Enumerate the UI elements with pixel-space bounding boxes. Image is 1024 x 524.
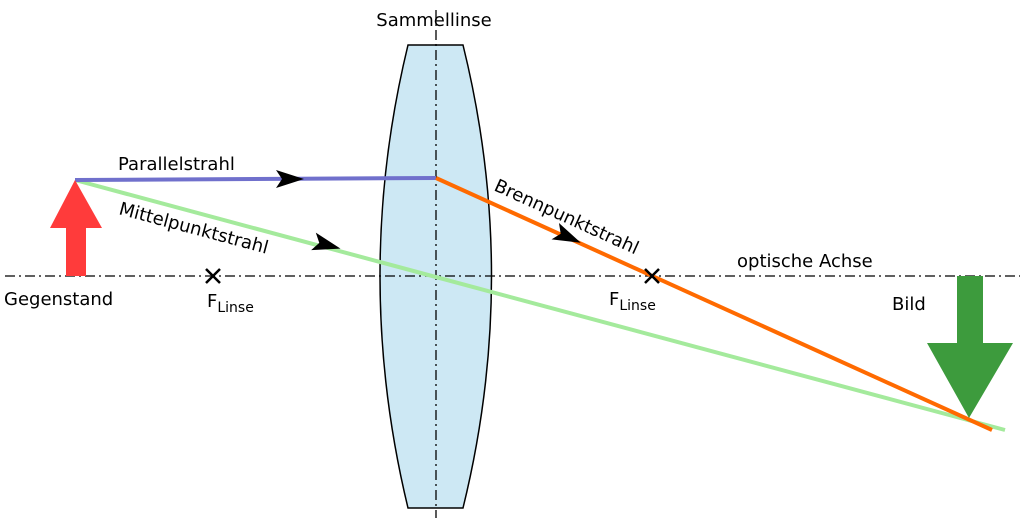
focal-symbol: F (207, 291, 217, 312)
image-arrow (927, 276, 1013, 418)
ray-arrowhead (311, 232, 341, 251)
focal-subscript: Linse (619, 298, 655, 314)
ray-label: Parallelstrahl (118, 154, 235, 175)
focal-point-marker (205, 268, 221, 284)
image-label: Bild (892, 294, 926, 315)
parallel-ray (74, 176, 437, 182)
focal-subscript: Linse (217, 300, 253, 316)
focal-point-label: FLinse (609, 289, 656, 314)
axis-label: optische Achse (737, 251, 873, 272)
ray-arrowhead (276, 170, 304, 188)
lens-label: Sammellinse (376, 10, 491, 31)
focal-point-label: FLinse (207, 291, 254, 316)
ray-label: Mittelpunktstrahl (117, 199, 271, 259)
ray-label: Brennpunktstrahl (491, 175, 642, 259)
object-arrow (50, 180, 102, 276)
center-ray (74, 178, 1006, 432)
object-label: Gegenstand (4, 289, 113, 310)
ray-arrowhead (551, 223, 581, 243)
focal-ray (435, 176, 993, 432)
focal-symbol: F (609, 289, 619, 310)
focal-point-marker (644, 268, 660, 284)
